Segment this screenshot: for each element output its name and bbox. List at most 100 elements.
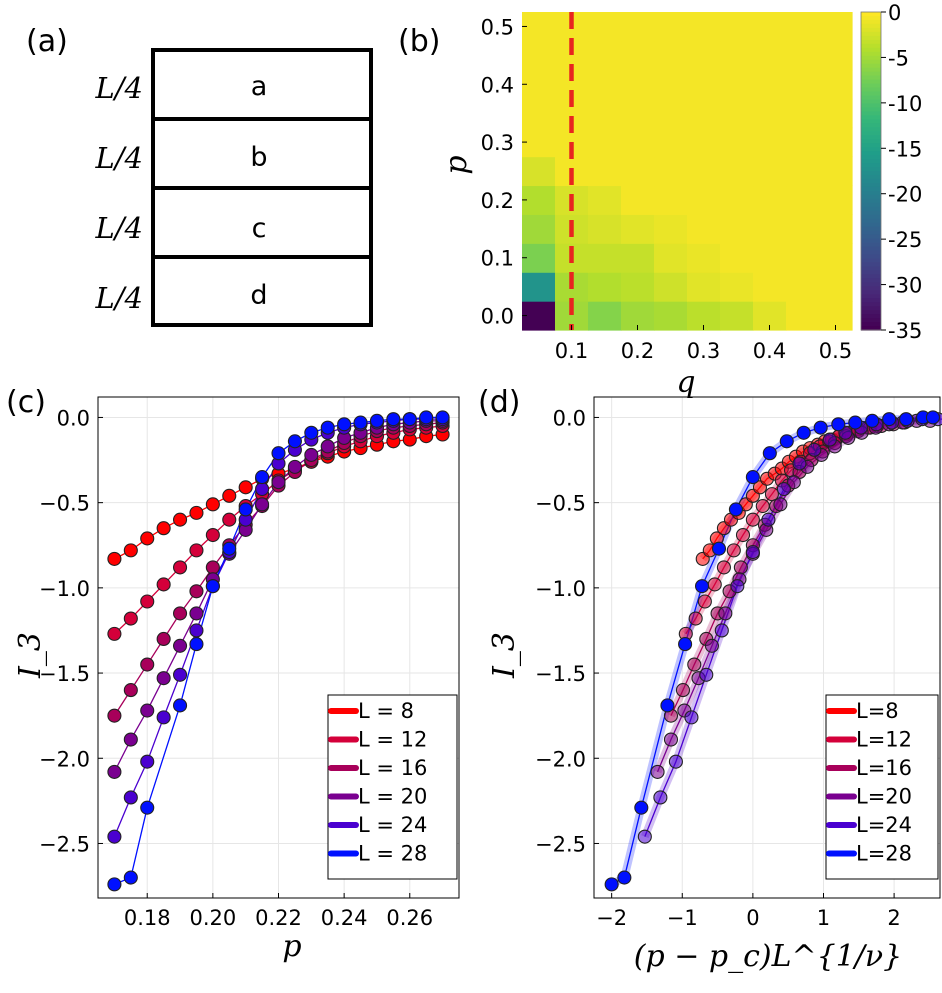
colorbar-segment — [861, 31, 881, 37]
data-point — [140, 594, 155, 609]
data-point — [123, 870, 138, 885]
heatmap-cell — [720, 12, 754, 42]
data-point — [271, 446, 286, 461]
colorbar-segment — [861, 286, 881, 291]
data-point — [140, 531, 155, 546]
legend-label: L=24 — [856, 813, 912, 837]
heatmap-cell — [753, 185, 787, 215]
heatmap-cell — [588, 243, 622, 273]
data-point — [173, 698, 188, 713]
colorbar-segment — [861, 202, 881, 208]
legend-label: L=16 — [856, 756, 912, 780]
data-point — [140, 703, 155, 718]
heatmap-cell — [720, 40, 754, 71]
colorbar-segment — [861, 75, 881, 81]
heatmap-cell — [522, 272, 556, 302]
colorbar-segment — [861, 143, 881, 148]
data-point — [813, 420, 828, 435]
colorbar-segment — [861, 174, 881, 180]
heatmap-cell — [621, 272, 655, 302]
colorbar-segment — [861, 290, 881, 295]
colorbar-segment — [861, 222, 881, 228]
heatmap-cell — [753, 214, 787, 244]
colorbar-segment — [861, 274, 881, 279]
colorbar-segment — [861, 119, 881, 124]
data-point — [271, 475, 286, 490]
y-tick-label: −1.0 — [39, 577, 90, 601]
panel-label-b: (b) — [398, 24, 440, 59]
line-chart-x-axis-label: p — [282, 929, 301, 964]
heatmap-x-tick-label: 0.2 — [621, 339, 654, 363]
heatmap-cell — [720, 127, 754, 158]
data-point — [123, 543, 138, 558]
colorbar-segment — [861, 123, 881, 128]
colorbar-segment — [861, 302, 881, 307]
colorbar-segment — [861, 47, 881, 53]
legend-label: L=12 — [856, 728, 912, 752]
heatmap-cell — [522, 243, 556, 273]
data-point — [353, 415, 368, 430]
line-chart-y-axis-label: I_3 — [13, 632, 48, 679]
colorbar-segment — [861, 131, 881, 136]
data-point — [735, 527, 751, 543]
heatmap-cell — [819, 214, 853, 244]
data-point — [189, 606, 204, 621]
legend-label: L=20 — [856, 785, 912, 809]
heatmap-cell — [819, 156, 853, 187]
series-halo — [682, 422, 878, 637]
colorbar-segment — [861, 238, 881, 244]
x-tick-label: 1 — [817, 906, 830, 930]
legend-label: L = 12 — [358, 728, 427, 752]
partition-diagram: a b c d L/4 L/4 L/4 L/4 — [95, 48, 373, 327]
colorbar-tick-label: -20 — [888, 183, 922, 207]
heatmap-cell — [753, 40, 787, 71]
data-point — [189, 543, 204, 558]
heatmap-y-tick-label: 0.4 — [481, 73, 514, 97]
x-tick-label: −1 — [667, 906, 698, 930]
data-point — [173, 606, 188, 621]
y-tick-label: −0.5 — [39, 492, 90, 516]
data-point — [173, 667, 188, 682]
data-point — [663, 732, 679, 747]
colorbar-segment — [861, 186, 881, 192]
colorbar-segment — [861, 171, 881, 176]
colorbar-segment — [861, 12, 881, 17]
heatmap-cell — [687, 40, 721, 71]
colorbar-segment — [861, 15, 881, 21]
data-point — [255, 470, 270, 485]
heatmap-cell — [621, 214, 655, 244]
heatmap-cell — [687, 214, 721, 244]
colorbar-segment — [861, 178, 881, 184]
region-d-label: d — [250, 280, 267, 311]
heatmap-cell — [720, 243, 754, 273]
data-point — [222, 512, 237, 527]
heatmap-cell — [786, 301, 820, 331]
heatmap-cell — [720, 185, 754, 215]
legend-box — [825, 694, 939, 880]
data-point — [140, 754, 155, 769]
data-point — [107, 708, 122, 723]
data-point — [807, 442, 822, 457]
colorbar-frame — [860, 11, 882, 331]
heatmap-cell — [786, 40, 820, 71]
panel-label-a: (a) — [26, 24, 68, 59]
colorbar-segment — [861, 242, 881, 248]
heatmap-cell — [522, 214, 556, 244]
heatmap-cell — [753, 12, 787, 42]
data-point — [925, 410, 940, 425]
heatmap-cell — [588, 40, 622, 71]
data-point — [156, 671, 171, 686]
y-tick-label: −1.5 — [535, 662, 586, 686]
data-point — [205, 527, 220, 543]
data-point — [123, 683, 138, 698]
data-point — [745, 512, 760, 527]
heatmap-cell — [786, 156, 820, 187]
data-point — [320, 420, 335, 435]
heatmap-cell — [687, 272, 721, 302]
x-tick-label: 0.24 — [321, 906, 368, 930]
colorbar-segment — [861, 194, 881, 200]
data-point — [238, 480, 253, 495]
colorbar-segment — [861, 79, 881, 85]
heatmap-cell — [819, 127, 853, 158]
